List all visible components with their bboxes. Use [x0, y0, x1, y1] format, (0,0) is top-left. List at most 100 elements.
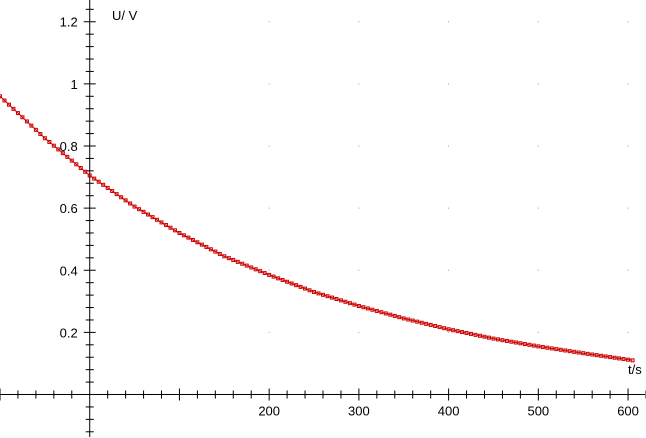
data-point — [531, 343, 536, 348]
data-point — [352, 302, 357, 307]
data-point — [486, 335, 491, 340]
x-tick-label: 500 — [527, 404, 549, 419]
grid-dot — [448, 145, 450, 147]
data-point — [361, 305, 366, 310]
grid-dot — [358, 145, 360, 147]
data-point — [630, 358, 635, 363]
data-point — [24, 119, 29, 124]
grid — [268, 21, 629, 333]
x-tick-label: 400 — [438, 404, 460, 419]
data-point — [244, 263, 249, 268]
grid-dot — [358, 83, 360, 85]
data-point — [540, 345, 545, 350]
data-point — [567, 349, 572, 354]
grid-dot — [537, 83, 539, 85]
grid-dot — [537, 145, 539, 147]
data-point — [545, 345, 550, 350]
data-point — [60, 151, 65, 156]
data-point — [329, 295, 334, 300]
data-point — [155, 217, 160, 222]
data-point — [401, 316, 406, 321]
data-point — [96, 179, 101, 184]
data-point — [424, 321, 429, 326]
data-point — [33, 127, 38, 132]
data-point — [208, 247, 213, 252]
data-point — [581, 351, 586, 356]
data-point — [15, 111, 20, 116]
y-tick-label: 0.6 — [60, 201, 78, 216]
data-point — [29, 123, 34, 128]
data-point — [56, 147, 61, 152]
data-point — [294, 283, 299, 288]
x-tick-label: 200 — [258, 404, 280, 419]
data-point — [146, 212, 151, 217]
data-point — [105, 185, 110, 190]
grid-dot — [358, 21, 360, 23]
data-point — [590, 352, 595, 357]
data-point — [549, 346, 554, 351]
series-layer — [0, 94, 635, 363]
data-point — [522, 342, 527, 347]
data-point — [181, 233, 186, 238]
grid-dot — [448, 21, 450, 23]
grid-dot — [268, 83, 270, 85]
data-point — [137, 207, 142, 212]
grid-dot — [627, 145, 629, 147]
x-tick-label: 300 — [348, 404, 370, 419]
data-point — [172, 228, 177, 233]
grid-dot — [448, 207, 450, 209]
y-tick-label: 0.2 — [60, 325, 78, 340]
data-point — [608, 355, 613, 360]
data-point — [42, 136, 47, 141]
data-point — [621, 357, 626, 362]
data-point — [159, 220, 164, 225]
data-point — [177, 230, 182, 235]
data-point — [316, 291, 321, 296]
data-point — [69, 158, 74, 163]
y-tick-label: 0.8 — [60, 139, 78, 154]
series-line — [0, 95, 633, 361]
data-point — [20, 115, 25, 120]
grid-dot — [268, 207, 270, 209]
data-point — [289, 281, 294, 286]
data-point — [397, 315, 402, 320]
data-point — [190, 237, 195, 242]
y-ticks: 0.2 0.4 0.6 0.8 1 1.2 — [60, 8, 96, 433]
data-point — [199, 242, 204, 247]
grid-dot — [537, 21, 539, 23]
data-point — [594, 353, 599, 358]
data-point — [473, 332, 478, 337]
grid-dot — [358, 269, 360, 271]
data-point — [612, 355, 617, 360]
data-point — [271, 274, 276, 279]
data-point — [123, 198, 128, 203]
data-point — [410, 318, 415, 323]
data-point — [388, 312, 393, 317]
grid-dot — [627, 21, 629, 23]
data-point — [240, 261, 245, 266]
data-point — [626, 357, 631, 362]
data-point — [469, 331, 474, 336]
data-point — [599, 353, 604, 358]
data-point — [500, 338, 505, 343]
data-point — [168, 225, 173, 230]
data-point — [213, 249, 218, 254]
data-point — [406, 317, 411, 322]
data-point — [527, 342, 532, 347]
data-point — [222, 254, 227, 259]
data-point — [47, 139, 52, 144]
data-point — [464, 331, 469, 336]
data-point — [307, 288, 312, 293]
grid-dot — [268, 331, 270, 333]
data-point — [65, 154, 70, 159]
data-point — [235, 259, 240, 264]
data-point — [347, 301, 352, 306]
grid-dot — [627, 331, 629, 333]
data-point — [226, 256, 231, 261]
data-point — [419, 320, 424, 325]
data-point — [460, 330, 465, 335]
data-point — [38, 132, 43, 137]
data-point — [276, 276, 281, 281]
data-point — [92, 176, 97, 181]
data-point — [370, 307, 375, 312]
